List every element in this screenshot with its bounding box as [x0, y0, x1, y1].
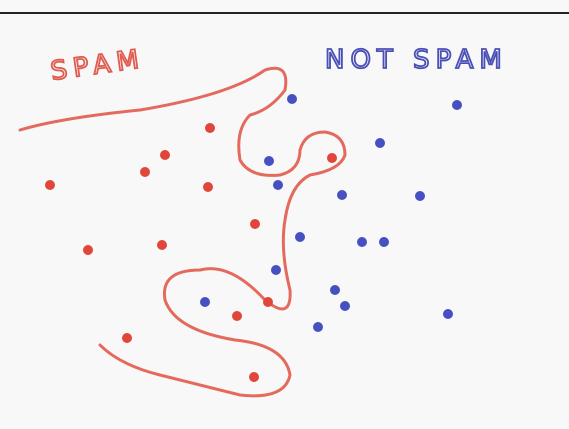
spam-dot	[157, 240, 167, 250]
spam-dot	[122, 333, 132, 343]
spam-dot	[140, 167, 150, 177]
spam-dot	[232, 311, 242, 321]
not-spam-dot	[271, 265, 281, 275]
not-spam-dot	[200, 297, 210, 307]
spam-dot	[249, 372, 259, 382]
spam-dot	[203, 182, 213, 192]
not-spam-dot	[379, 237, 389, 247]
decision-boundary	[18, 66, 347, 398]
spam-dot	[327, 153, 337, 163]
not-spam-dot	[313, 322, 323, 332]
not-spam-dot	[337, 190, 347, 200]
not-spam-dot	[330, 285, 340, 295]
spam-dot	[83, 245, 93, 255]
spam-dot	[45, 180, 55, 190]
not-spam-dot	[340, 301, 350, 311]
not-spam-dot	[415, 191, 425, 201]
spam-dot	[263, 297, 273, 307]
not-spam-dot	[443, 309, 453, 319]
not-spam-dot	[273, 180, 283, 190]
not-spam-label: NOT SPAM	[325, 45, 508, 75]
not-spam-dot	[452, 100, 462, 110]
spam-dot	[205, 123, 215, 133]
not-spam-dot	[357, 237, 367, 247]
not-spam-dot	[264, 156, 274, 166]
spam-dots	[45, 123, 337, 382]
spam-dot	[250, 219, 260, 229]
spam-dot	[160, 150, 170, 160]
not-spam-dot	[375, 138, 385, 148]
not-spam-dot	[295, 232, 305, 242]
not-spam-dots	[200, 94, 462, 332]
not-spam-dot	[287, 94, 297, 104]
